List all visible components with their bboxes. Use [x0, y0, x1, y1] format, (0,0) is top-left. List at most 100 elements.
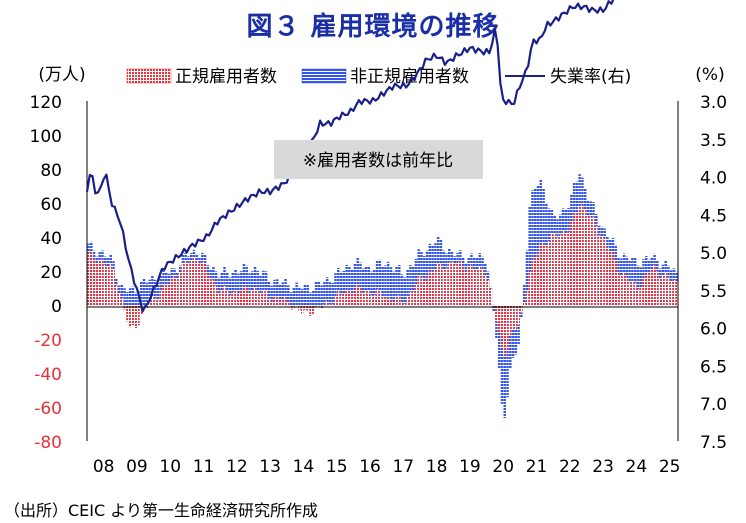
bar-regular — [273, 297, 276, 305]
bar-nonregular — [342, 270, 346, 305]
bar-nonregular — [287, 285, 290, 305]
left-tick-label: -80 — [34, 433, 62, 453]
bar-nonregular — [334, 273, 337, 305]
bar-regular — [251, 291, 254, 305]
bar-regular — [606, 246, 609, 305]
bar-nonregular — [275, 279, 279, 305]
bar-regular — [503, 305, 506, 357]
bar-nonregular — [350, 269, 354, 305]
bar-nonregular — [323, 280, 326, 305]
bar-nonregular — [126, 291, 129, 305]
bar-nonregular — [522, 284, 526, 305]
annotation-background — [274, 140, 483, 179]
x-tick-label: 13 — [259, 457, 281, 477]
bar-regular — [214, 285, 218, 305]
bar-regular — [664, 272, 667, 305]
bar-regular — [384, 298, 387, 305]
bar-regular — [134, 305, 137, 329]
bar-regular — [484, 275, 487, 305]
right-tick-label: 6.0 — [700, 320, 727, 340]
bar-regular — [248, 292, 251, 305]
bar-nonregular — [237, 273, 240, 305]
bar-regular — [603, 238, 606, 305]
right-tick-labels: 3.0 3.5 4.0 4.5 5.0 5.5 6.0 6.5 7.0 7.5 — [700, 93, 727, 453]
bar-regular — [350, 293, 354, 305]
bar-regular — [611, 252, 615, 305]
x-tick-label: 15 — [326, 457, 348, 477]
bar-nonregular — [270, 285, 273, 305]
bar-regular — [406, 295, 409, 305]
left-tick-label: 40 — [40, 229, 62, 249]
left-axis-unit: (万人) — [38, 65, 85, 85]
bar-regular — [195, 260, 198, 305]
bar-regular — [536, 252, 540, 305]
bar-regular — [639, 287, 642, 305]
bar-nonregular — [406, 269, 409, 305]
bar-regular — [453, 264, 457, 305]
bar-regular — [667, 277, 670, 305]
bar-nonregular — [145, 282, 149, 305]
bar-regular — [231, 291, 235, 305]
x-tick-label: 11 — [193, 457, 215, 477]
bar-regular — [495, 305, 498, 323]
bar-regular — [303, 305, 307, 311]
bar-regular — [414, 284, 418, 305]
bar-regular — [517, 305, 520, 326]
bar-nonregular — [353, 263, 357, 305]
x-tick-label: 12 — [226, 457, 248, 477]
bar-regular — [101, 259, 104, 305]
x-tick-label: 16 — [359, 457, 381, 477]
bar-regular — [431, 271, 434, 305]
bar-nonregular — [251, 271, 254, 305]
bar-regular — [262, 289, 265, 305]
bar-nonregular — [389, 267, 393, 305]
left-tick-label: 120 — [30, 93, 62, 113]
bar-regular — [653, 265, 656, 305]
bar-regular — [500, 305, 504, 347]
bar-regular — [115, 285, 118, 305]
bar-regular — [528, 271, 531, 305]
left-tick-label: -60 — [34, 399, 62, 419]
bar-nonregular — [328, 282, 332, 305]
bar-nonregular — [506, 305, 509, 398]
bar-nonregular — [400, 274, 404, 305]
bar-nonregular — [312, 290, 315, 305]
bar-regular — [636, 289, 640, 305]
bar-regular — [395, 297, 398, 305]
x-tick-label: 14 — [293, 457, 315, 477]
bar-nonregular — [259, 274, 262, 305]
bar-regular — [345, 289, 348, 305]
bar-regular — [287, 302, 290, 305]
bar-nonregular — [356, 257, 359, 305]
bar-nonregular — [395, 266, 398, 305]
x-tick-label: 08 — [93, 457, 115, 477]
bar-regular — [331, 304, 334, 305]
bar-regular — [131, 305, 135, 326]
bar-regular — [423, 280, 426, 305]
bar-regular — [567, 232, 570, 305]
bar-regular — [575, 212, 579, 305]
legend: 正規雇用者数 非正規雇用者数 失業率(右) — [126, 67, 631, 87]
bar-regular — [109, 264, 112, 305]
bar-nonregular — [331, 282, 334, 305]
bar-nonregular — [128, 288, 132, 305]
bar-regular — [98, 260, 101, 305]
bar-regular — [539, 244, 543, 305]
left-tick-labels: 120 100 80 60 40 20 0 -20 -40 -60 -80 — [30, 93, 62, 453]
bars-regular — [87, 205, 678, 357]
bar-nonregular — [525, 250, 529, 305]
bar-nonregular — [300, 288, 304, 305]
bar-nonregular — [281, 282, 284, 305]
bar-regular — [234, 290, 237, 305]
bar-regular — [259, 293, 262, 305]
bar-regular — [434, 269, 437, 305]
bar-regular — [442, 269, 445, 305]
bar-nonregular — [273, 279, 276, 305]
bar-regular — [90, 251, 93, 305]
bar-regular — [223, 285, 226, 305]
bar-regular — [672, 279, 676, 305]
bar-regular — [381, 297, 384, 305]
bar-nonregular — [339, 271, 343, 305]
bar-nonregular — [409, 265, 412, 305]
